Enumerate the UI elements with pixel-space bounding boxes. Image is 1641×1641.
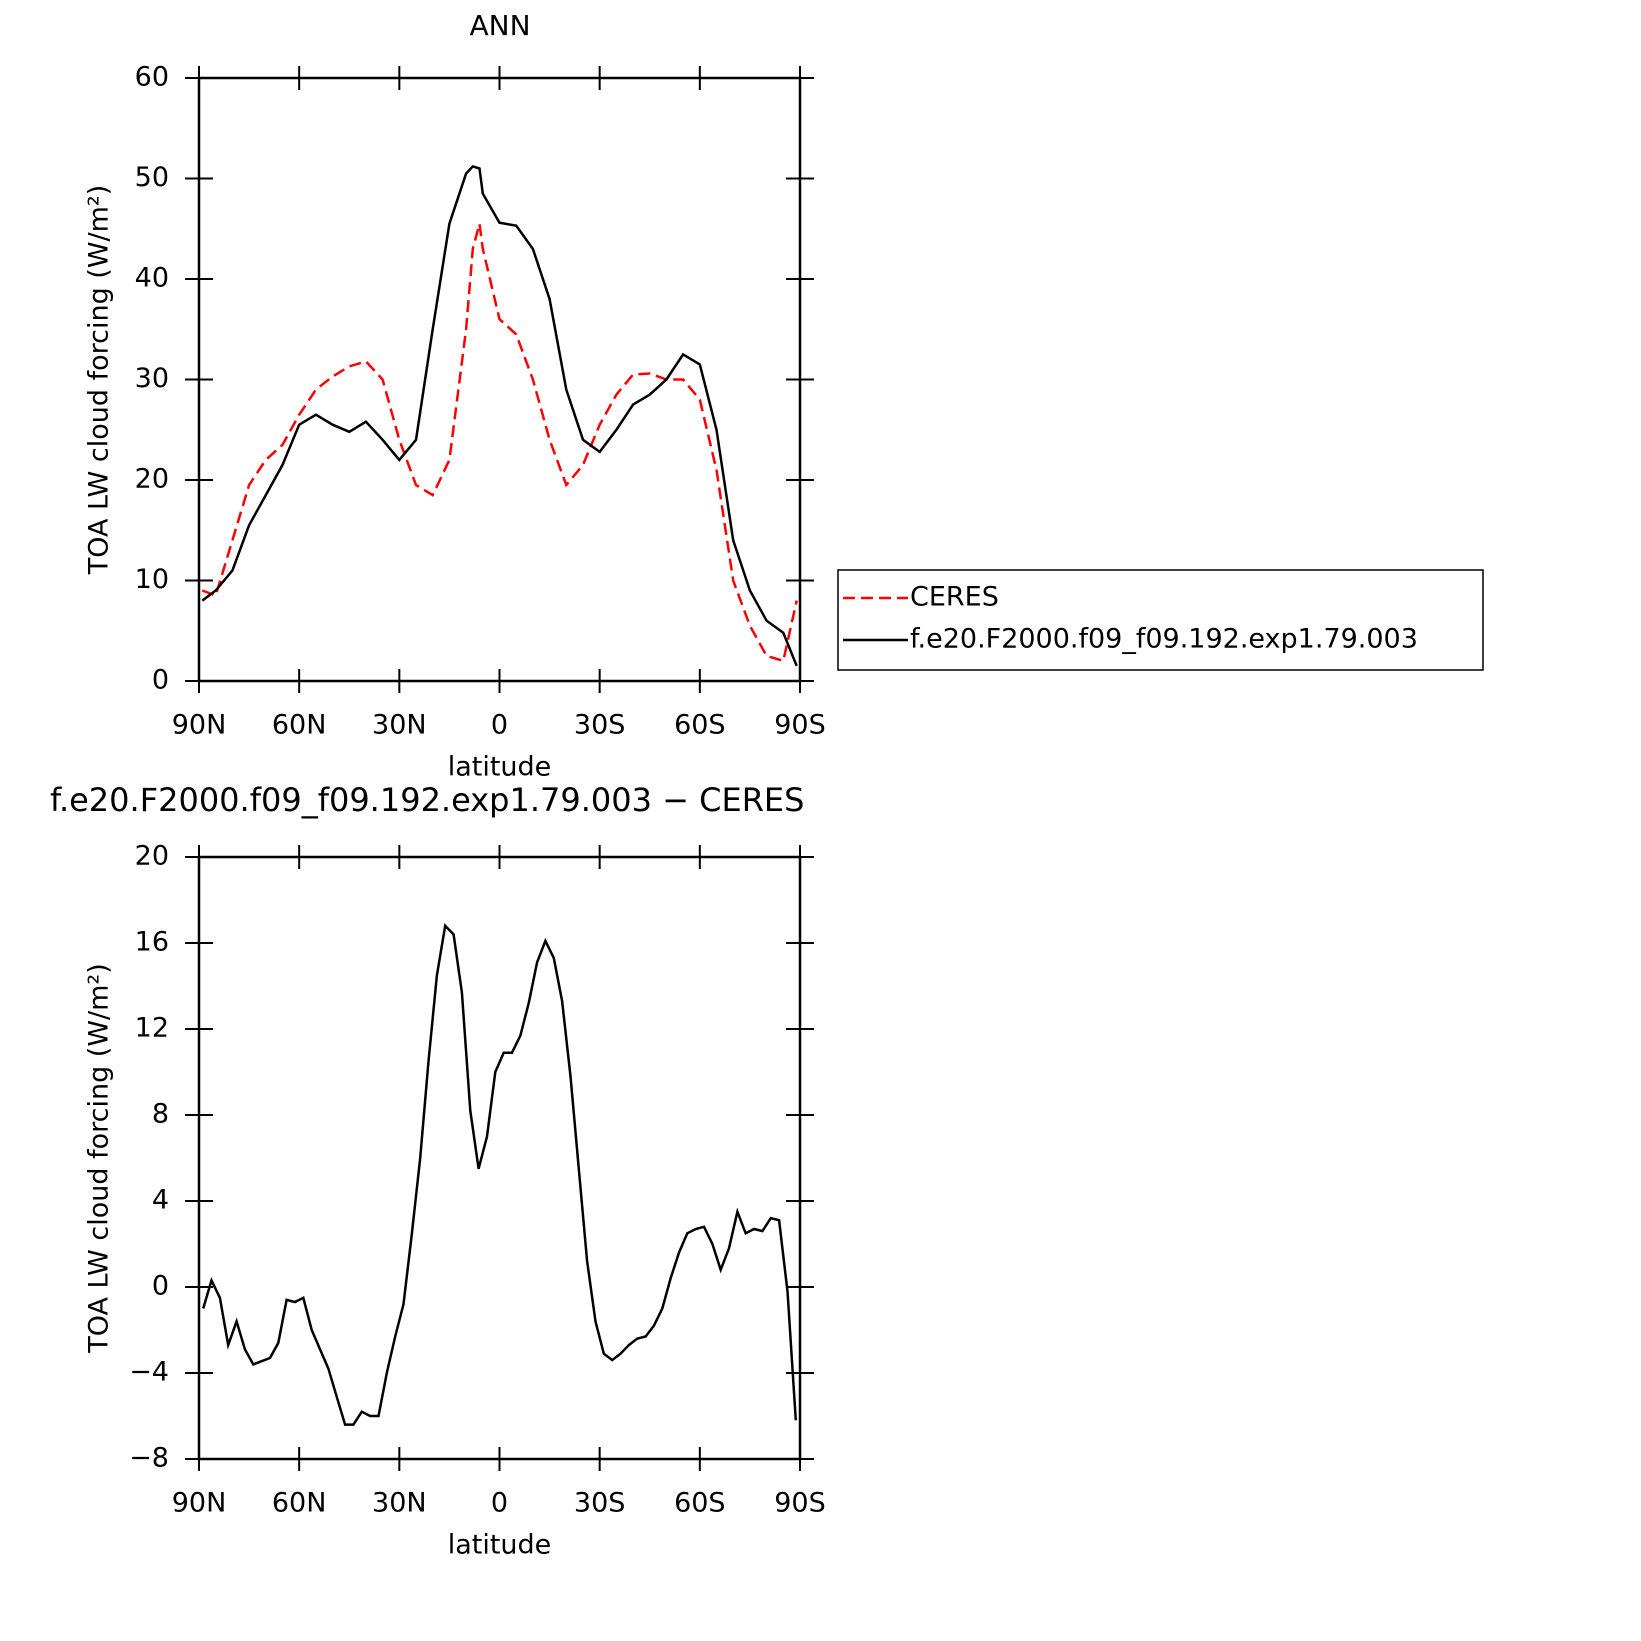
y-tick-label: 0 xyxy=(152,665,169,696)
x-tick-label: 60N xyxy=(272,1488,327,1519)
x-tick-label: 60N xyxy=(272,710,327,741)
data-line xyxy=(201,164,798,667)
y-tick-label: 4 xyxy=(152,1185,169,1216)
x-tick-label: 60S xyxy=(674,1488,726,1519)
y-tick-label: 20 xyxy=(135,841,169,872)
y-tick-label: 20 xyxy=(135,464,169,495)
x-axis-label: latitude xyxy=(448,752,552,783)
x-tick-label: 0 xyxy=(491,1488,508,1519)
x-tick-label: 30N xyxy=(372,1488,427,1519)
y-tick-label: 16 xyxy=(135,927,169,958)
y-tick-label: 30 xyxy=(135,363,169,394)
x-tick-label: 90S xyxy=(774,1488,826,1519)
y-tick-label: 60 xyxy=(135,62,169,93)
y-tick-label: 12 xyxy=(135,1013,169,1044)
plot-frame xyxy=(197,855,802,1461)
y-tick-label: 50 xyxy=(135,162,169,193)
x-tick-label: 30S xyxy=(574,710,626,741)
x-tick-label: 60S xyxy=(674,710,726,741)
y-tick-label: 0 xyxy=(152,1271,169,1302)
x-tick-label: 0 xyxy=(491,710,508,741)
y-tick-label: −8 xyxy=(129,1443,169,1474)
x-tick-label: 90N xyxy=(172,710,227,741)
chart-title: ANN xyxy=(469,9,530,42)
y-tick-label: 10 xyxy=(135,564,169,595)
y-tick-label: 40 xyxy=(135,263,169,294)
x-axis-label: latitude xyxy=(448,1530,552,1561)
y-tick-label: 8 xyxy=(152,1099,169,1130)
legend-label: f.e20.F2000.f09_f09.192.exp1.79.003 xyxy=(910,624,1418,655)
x-tick-label: 90S xyxy=(774,710,826,741)
data-line xyxy=(202,923,798,1426)
data-line xyxy=(201,223,798,663)
x-tick-label: 90N xyxy=(172,1488,227,1519)
y-axis-label: TOA LW cloud forcing (W/m²) xyxy=(84,185,115,576)
chart-title: f.e20.F2000.f09_f09.192.exp1.79.003 − CE… xyxy=(50,781,804,819)
y-axis-label: TOA LW cloud forcing (W/m²) xyxy=(84,963,115,1354)
y-tick-label: −4 xyxy=(129,1357,169,1388)
x-tick-label: 30N xyxy=(372,710,427,741)
legend-box xyxy=(837,569,1484,671)
plot-frame xyxy=(197,76,802,683)
x-tick-label: 30S xyxy=(574,1488,626,1519)
legend-label: CERES xyxy=(910,582,999,613)
